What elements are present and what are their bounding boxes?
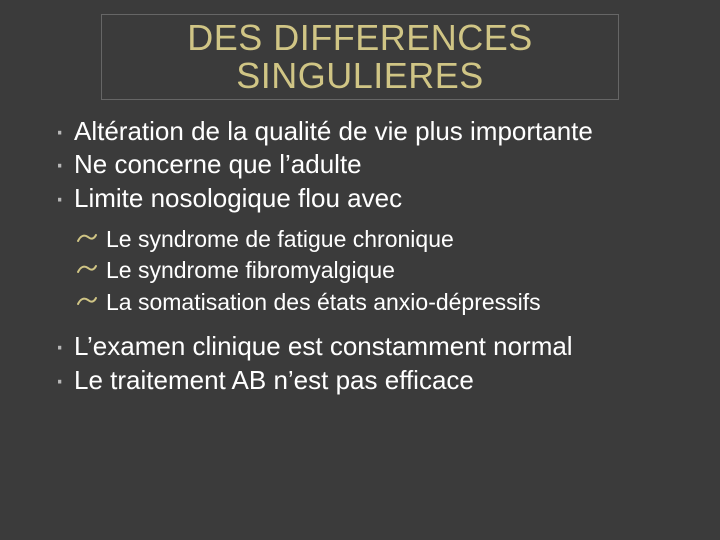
list-item: Le traitement AB n’est pas efficace: [52, 365, 680, 397]
title-line-1: DES DIFFERENCES: [187, 17, 533, 58]
list-item: L’examen clinique est constamment normal: [52, 331, 680, 363]
slide-title: DES DIFFERENCES SINGULIERES: [110, 19, 610, 95]
curl-icon: [76, 262, 98, 278]
sub-bullet-list: Le syndrome de fatigue chronique Le synd…: [40, 225, 680, 317]
main-bullet-list-2: L’examen clinique est constamment normal…: [40, 331, 680, 396]
curl-icon: [76, 294, 98, 310]
bullet-text: Limite nosologique flou avec: [74, 183, 402, 213]
list-item: Le syndrome de fatigue chronique: [76, 225, 680, 254]
list-item: Le syndrome fibromyalgique: [76, 256, 680, 285]
title-box: DES DIFFERENCES SINGULIERES: [101, 14, 619, 100]
curl-icon: [76, 231, 98, 247]
list-item: Altération de la qualité de vie plus imp…: [52, 116, 680, 148]
sub-bullet-text: La somatisation des états anxio-dépressi…: [106, 289, 541, 315]
list-item: Ne concerne que l’adulte: [52, 149, 680, 181]
sub-bullet-text: Le syndrome de fatigue chronique: [106, 226, 454, 252]
bullet-text: L’examen clinique est constamment normal: [74, 331, 573, 361]
title-line-2: SINGULIERES: [236, 55, 484, 96]
bullet-text: Le traitement AB n’est pas efficace: [74, 365, 474, 395]
main-bullet-list: Altération de la qualité de vie plus imp…: [40, 116, 680, 215]
bullet-text: Altération de la qualité de vie plus imp…: [74, 116, 593, 146]
list-item: Limite nosologique flou avec: [52, 183, 680, 215]
bullet-text: Ne concerne que l’adulte: [74, 149, 362, 179]
list-item: La somatisation des états anxio-dépressi…: [76, 288, 680, 317]
slide: DES DIFFERENCES SINGULIERES Altération d…: [0, 0, 720, 540]
sub-bullet-text: Le syndrome fibromyalgique: [106, 257, 395, 283]
